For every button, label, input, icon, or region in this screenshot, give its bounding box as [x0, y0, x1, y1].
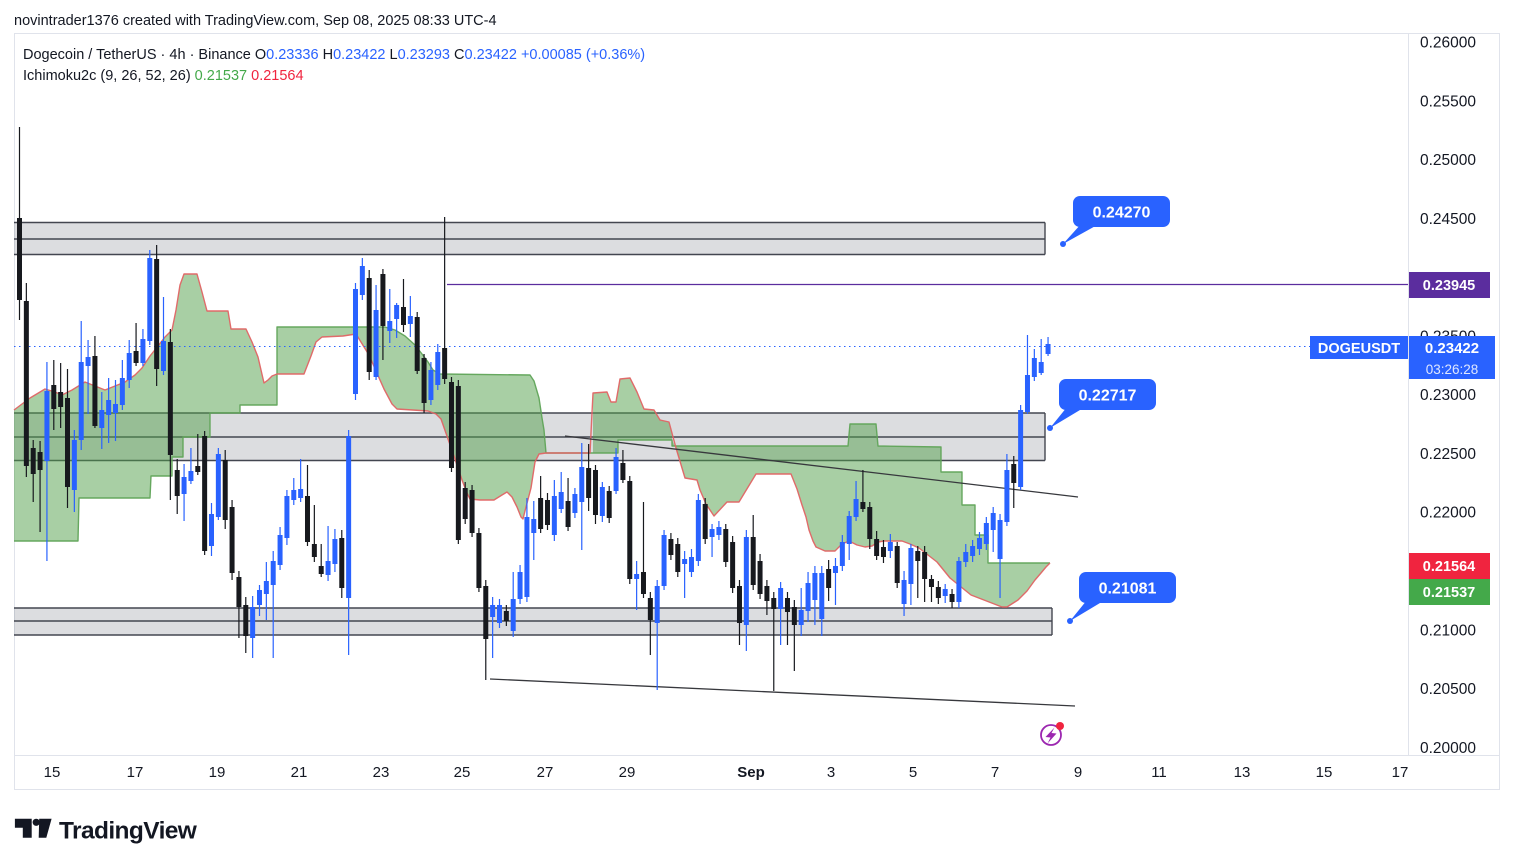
svg-text:5: 5	[909, 764, 917, 781]
svg-text:17: 17	[1392, 764, 1409, 781]
svg-text:21: 21	[291, 764, 308, 781]
svg-text:0.20500: 0.20500	[1420, 681, 1476, 698]
svg-text:25: 25	[454, 764, 471, 781]
svg-text:novintrader1376 created with T: novintrader1376 created with TradingView…	[14, 13, 497, 29]
svg-text:0.20000: 0.20000	[1420, 740, 1476, 757]
svg-text:0.23000: 0.23000	[1420, 387, 1476, 404]
svg-text:9: 9	[1074, 764, 1082, 781]
svg-text:19: 19	[209, 764, 226, 781]
svg-text:13: 13	[1234, 764, 1251, 781]
svg-text:DOGEUSDT: DOGEUSDT	[1318, 341, 1400, 357]
svg-text:11: 11	[1151, 764, 1167, 781]
svg-text:3: 3	[827, 764, 835, 781]
svg-text:0.25000: 0.25000	[1420, 152, 1476, 169]
svg-text:TradingView: TradingView	[59, 818, 198, 845]
svg-text:27: 27	[537, 764, 554, 781]
svg-text:0.22717: 0.22717	[1079, 388, 1137, 405]
svg-text:Sep: Sep	[737, 764, 765, 781]
svg-text:0.24270: 0.24270	[1093, 205, 1151, 222]
svg-text:0.24500: 0.24500	[1420, 211, 1476, 228]
svg-text:0.25500: 0.25500	[1420, 93, 1476, 110]
svg-text:Dogecoin / TetherUS · 4h · Bin: Dogecoin / TetherUS · 4h · Binance O0.23…	[23, 47, 645, 63]
svg-text:17: 17	[127, 764, 144, 781]
svg-text:0.21000: 0.21000	[1420, 622, 1476, 639]
svg-text:03:26:28: 03:26:28	[1426, 362, 1479, 377]
svg-text:0.21564: 0.21564	[1423, 559, 1475, 575]
svg-text:0.21537: 0.21537	[1423, 585, 1475, 601]
svg-text:29: 29	[619, 764, 636, 781]
svg-text:0.23422: 0.23422	[1425, 340, 1479, 357]
svg-text:15: 15	[44, 764, 61, 781]
svg-text:Ichimoku2c (9, 26, 52, 26) 0.2: Ichimoku2c (9, 26, 52, 26) 0.21537 0.215…	[23, 68, 304, 84]
svg-text:0.26000: 0.26000	[1420, 35, 1476, 52]
svg-text:7: 7	[991, 764, 999, 781]
svg-text:0.22500: 0.22500	[1420, 446, 1476, 463]
svg-text:15: 15	[1316, 764, 1333, 781]
svg-text:0.22000: 0.22000	[1420, 505, 1476, 522]
svg-text:0.21081: 0.21081	[1099, 581, 1157, 598]
svg-text:23: 23	[373, 764, 390, 781]
svg-text:0.23945: 0.23945	[1423, 278, 1475, 294]
